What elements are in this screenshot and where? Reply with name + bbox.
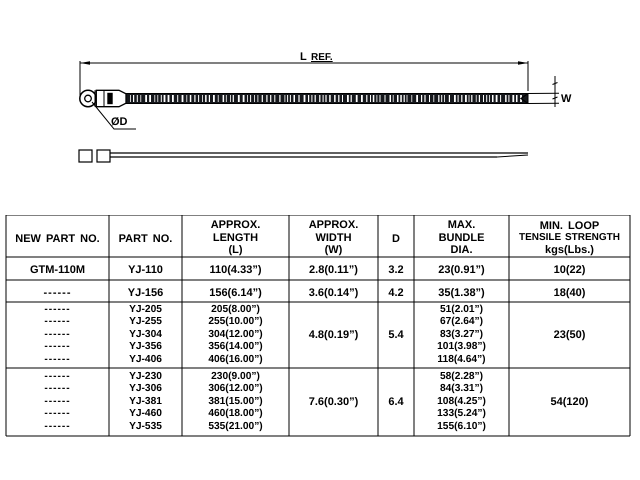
- svg-text:W: W: [561, 93, 572, 105]
- svg-text:L: L: [300, 51, 307, 63]
- svg-text:REF.: REF.: [311, 52, 333, 63]
- svg-text:ØD: ØD: [111, 116, 128, 128]
